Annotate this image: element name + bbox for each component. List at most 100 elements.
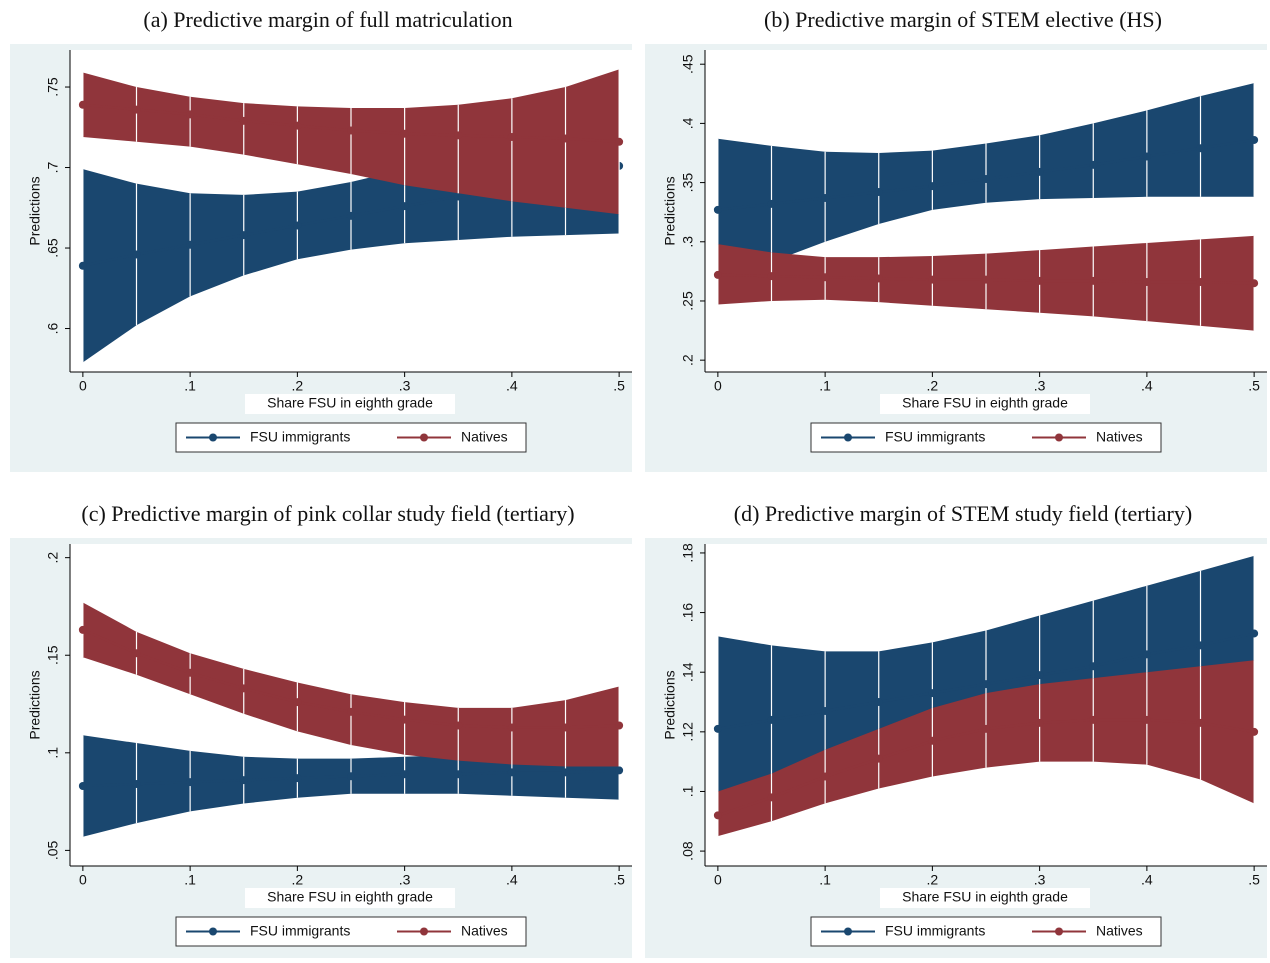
point	[132, 250, 141, 259]
legend-marker	[844, 927, 852, 936]
x-label-background	[245, 888, 455, 908]
y-tick-label: .65	[45, 238, 61, 258]
x-tick-label: .2	[927, 872, 939, 888]
x-tick-label: .4	[506, 378, 518, 394]
point	[507, 132, 516, 141]
point	[293, 221, 302, 230]
point	[821, 706, 830, 715]
point	[400, 770, 409, 779]
point	[78, 261, 87, 270]
legend-marker	[420, 927, 428, 936]
point	[874, 274, 883, 283]
point	[1196, 718, 1205, 727]
point	[982, 724, 990, 733]
x-tick-label: .3	[1034, 378, 1046, 394]
point	[132, 649, 141, 658]
x-tick-label: .2	[292, 872, 304, 888]
legend-marker	[209, 927, 217, 936]
point	[347, 707, 355, 716]
point	[1250, 629, 1259, 638]
x-label-background	[880, 394, 1090, 414]
point	[239, 116, 248, 125]
y-tick-label: .2	[45, 552, 61, 564]
panel: (d) Predictive margin of STEM study fiel…	[645, 501, 1267, 963]
legend-label: FSU immigrants	[250, 923, 350, 939]
point	[821, 772, 830, 781]
point	[713, 724, 722, 733]
legend-label: Natives	[1096, 923, 1143, 939]
legend-marker	[1055, 927, 1063, 936]
x-axis-label: Share FSU in eighth grade	[902, 889, 1068, 905]
legend-marker	[420, 433, 428, 442]
y-tick-label: .75	[45, 77, 61, 97]
point	[454, 131, 463, 140]
point	[239, 231, 248, 240]
point	[400, 129, 409, 138]
point	[928, 182, 937, 191]
legend-marker	[844, 433, 852, 442]
x-tick-label: 0	[714, 872, 722, 888]
point	[874, 698, 883, 707]
point	[713, 811, 722, 820]
legend-marker	[209, 433, 217, 442]
panel-title: (a) Predictive margin of full matriculat…	[143, 7, 512, 32]
y-axis-label: Predictions	[662, 176, 678, 245]
point	[1196, 641, 1205, 650]
x-tick-label: 0	[714, 378, 722, 394]
point	[713, 270, 722, 279]
y-tick-label: .35	[680, 173, 696, 193]
point	[293, 698, 302, 707]
point	[239, 684, 248, 693]
legend-marker	[1055, 433, 1063, 442]
point	[347, 772, 355, 781]
point	[615, 721, 624, 730]
point	[1089, 276, 1098, 285]
point	[78, 625, 87, 634]
point	[1089, 160, 1098, 169]
point	[1142, 650, 1151, 659]
x-label-background	[245, 394, 455, 414]
point	[1089, 662, 1098, 671]
point	[713, 205, 722, 214]
y-tick-label: .6	[45, 322, 61, 334]
point	[1142, 715, 1151, 724]
point	[1035, 276, 1044, 285]
point	[239, 776, 248, 785]
point	[767, 715, 776, 724]
legend-label: Natives	[461, 429, 508, 445]
y-tick-label: .14	[680, 662, 696, 682]
point	[874, 188, 883, 197]
y-tick-label: .45	[680, 54, 696, 74]
legend-label: Natives	[461, 923, 508, 939]
panel: (c) Predictive margin of pink collar stu…	[10, 501, 632, 963]
point	[1250, 135, 1259, 144]
y-tick-label: .12	[680, 722, 696, 742]
point	[928, 736, 937, 745]
x-tick-label: 0	[79, 378, 87, 394]
point	[400, 715, 409, 724]
x-tick-label: .4	[1141, 378, 1153, 394]
point	[347, 126, 355, 135]
point	[982, 275, 990, 284]
y-axis-label: Predictions	[27, 670, 43, 739]
point	[1250, 727, 1259, 736]
point	[132, 780, 141, 789]
panel-title: (c) Predictive margin of pink collar stu…	[81, 501, 574, 526]
point	[1142, 152, 1151, 161]
point	[186, 240, 195, 249]
point	[821, 273, 830, 282]
point	[615, 137, 624, 146]
y-tick-label: .4	[680, 117, 696, 129]
point	[1035, 671, 1044, 680]
panel-title: (b) Predictive margin of STEM elective (…	[764, 7, 1162, 32]
x-tick-label: .5	[613, 378, 625, 394]
point	[982, 680, 990, 689]
point	[347, 211, 355, 220]
x-tick-label: .5	[613, 872, 625, 888]
x-tick-label: .1	[184, 378, 196, 394]
point	[821, 193, 830, 202]
point	[1035, 718, 1044, 727]
point	[1196, 278, 1205, 287]
point	[928, 689, 937, 698]
point	[186, 110, 195, 119]
